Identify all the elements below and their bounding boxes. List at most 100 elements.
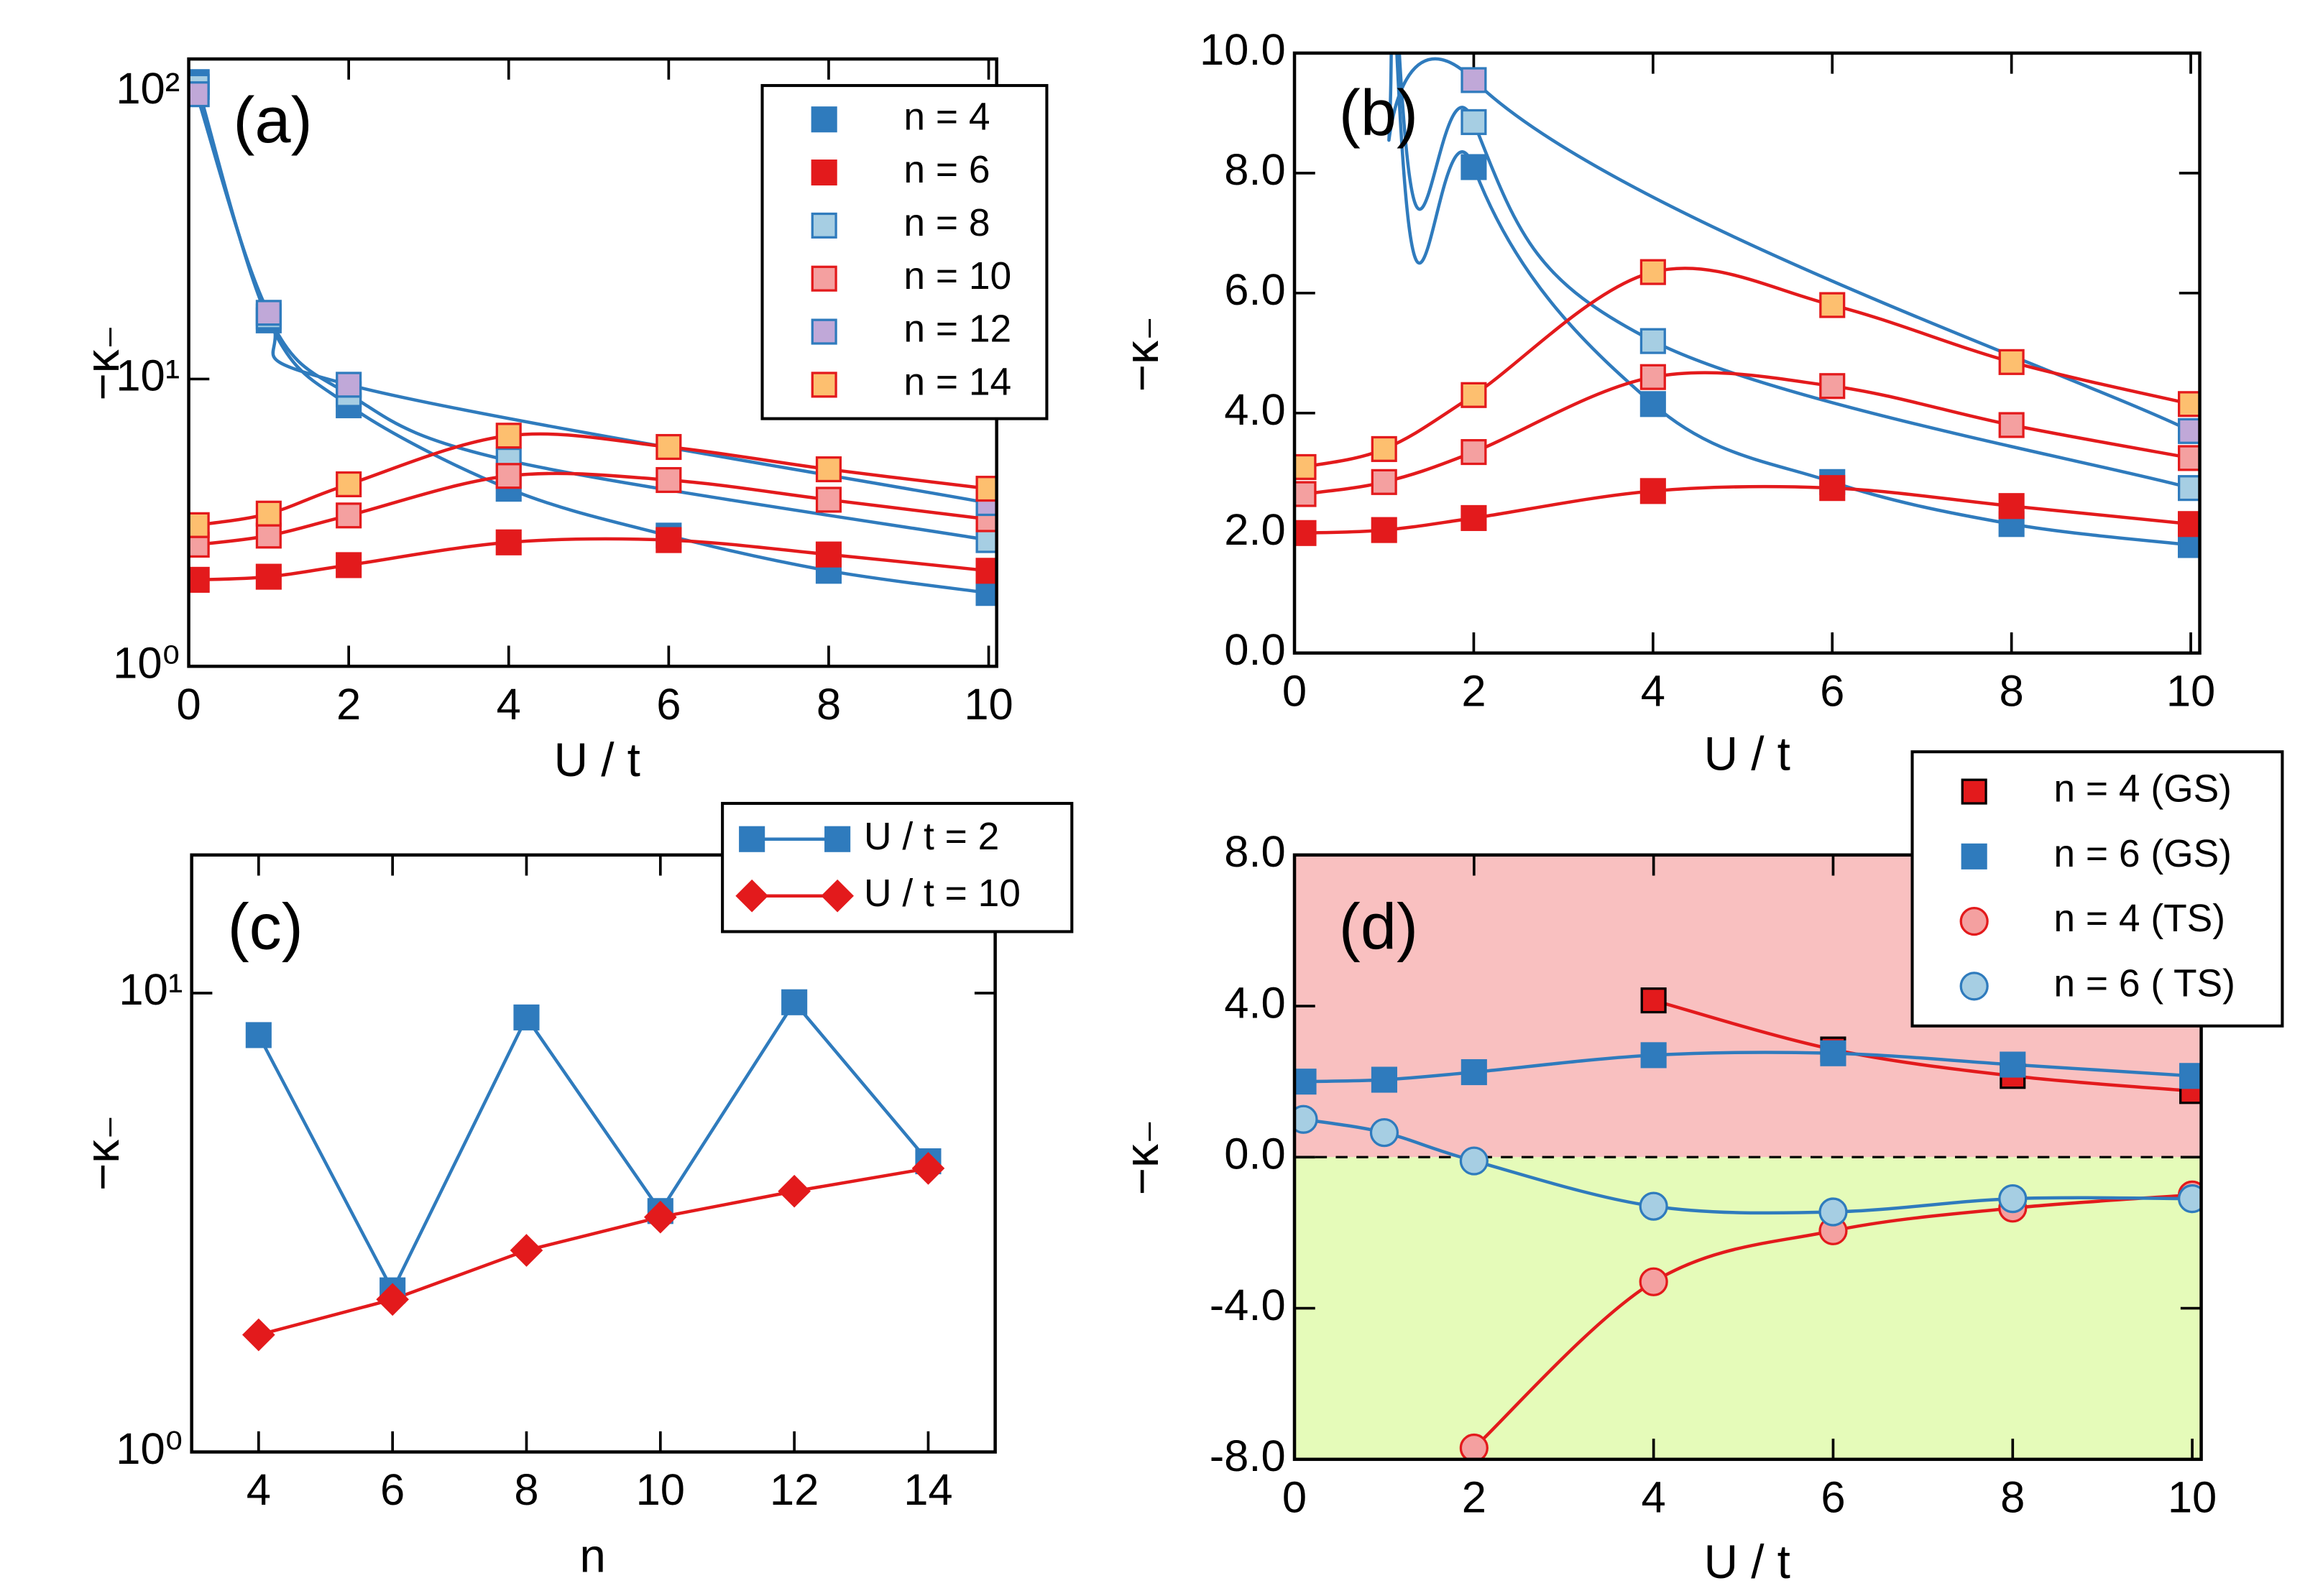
x-tick-label: 12: [770, 1465, 819, 1515]
marker: [821, 879, 854, 913]
marker: [242, 1318, 275, 1352]
marker: [1459, 1433, 1489, 1459]
y-tick-label: 10⁰: [113, 638, 180, 688]
series-line: [1397, 52, 2191, 490]
y-tick-label: 10¹: [119, 965, 183, 1015]
marker: [975, 476, 997, 502]
marker: [2177, 445, 2200, 471]
marker: [188, 512, 210, 538]
x-tick-label: 6: [656, 680, 681, 729]
legend-label: n = 12: [903, 308, 1011, 351]
marker: [1371, 469, 1397, 495]
panel: 0 2 4 6 8 10 0.0 2.0 4.0 6.0 8.0 10.0 (b) U / t −κ₋: [1116, 25, 2215, 780]
x-tick-label: 2: [1461, 666, 1486, 716]
marker: [739, 826, 765, 852]
marker: [824, 826, 851, 852]
marker: [495, 463, 522, 489]
x-tick-label: 4: [497, 680, 521, 729]
panel: 0 2 4 6 8 10 -8.0 -4.0 0.0 4.0 8.0 (d) U / t −κ₋ n = 4…: [1116, 750, 2284, 1588]
marker: [1460, 382, 1487, 408]
legend-label: U / t = 2: [864, 816, 999, 858]
marker: [1640, 1042, 1667, 1069]
y-tick-label: 8.0: [1224, 827, 1286, 877]
y-axis-title: −κ₋: [1116, 315, 1168, 392]
x-tick-label: 14: [903, 1465, 952, 1515]
series-line: [1653, 998, 2193, 1093]
y-tick-label: 4.0: [1224, 978, 1286, 1028]
marker: [1639, 364, 1666, 390]
x-axis-title: U / t: [1704, 1536, 1790, 1588]
marker: [1819, 475, 1846, 502]
marker: [1460, 109, 1487, 135]
panel: 4 6 8 10 12 14 10⁰ 10¹ (c) n −κ₋ U / t = 2 U / t = 1…: [76, 801, 1074, 1582]
marker: [2177, 511, 2200, 538]
marker: [1294, 481, 1317, 507]
marker: [815, 486, 842, 513]
marker: [513, 1004, 540, 1030]
y-tick-label: -4.0: [1210, 1281, 1286, 1330]
x-tick-label: 8: [2000, 1472, 2025, 1522]
marker: [811, 372, 837, 398]
legend: U / t = 2 U / t = 10: [721, 801, 1074, 933]
x-tick-label: 4: [247, 1465, 271, 1515]
marker: [2177, 475, 2200, 502]
x-tick-label: 10: [636, 1465, 685, 1515]
marker: [656, 433, 682, 461]
marker: [1294, 453, 1317, 480]
marker: [376, 1283, 409, 1316]
marker: [336, 502, 362, 529]
y-tick-label: 0.0: [1224, 625, 1286, 675]
marker: [1371, 1066, 1397, 1093]
panel-label: (a): [233, 84, 312, 157]
marker: [336, 552, 362, 578]
x-tick-label: 4: [1642, 1472, 1666, 1522]
plot-area: [191, 854, 995, 1452]
marker: [336, 372, 362, 398]
marker: [2179, 1063, 2202, 1089]
y-tick-label: 10⁰: [116, 1424, 183, 1474]
series-group: [1294, 52, 2200, 558]
x-axis-title: n: [579, 1530, 606, 1582]
x-tick-label: 10: [2168, 1472, 2217, 1522]
y-tick-label: 2.0: [1224, 505, 1286, 555]
marker: [2000, 1051, 2026, 1078]
marker: [1998, 493, 2025, 520]
x-tick-label: 0: [1282, 1472, 1307, 1522]
marker: [255, 522, 282, 549]
x-tick-label: 8: [514, 1465, 538, 1515]
legend: n = 4 n = 6 n = 8 n = 10 n = 12 n = 14: [760, 83, 1049, 420]
marker: [1640, 987, 1667, 1014]
marker: [255, 500, 282, 527]
marker: [811, 212, 837, 239]
marker: [1369, 1118, 1399, 1148]
marker: [495, 529, 522, 555]
panel-label: (c): [228, 890, 303, 963]
marker: [1294, 1104, 1318, 1134]
marker: [495, 423, 522, 449]
x-tick-label: 8: [2000, 666, 2024, 716]
plot-frame: [190, 853, 997, 1454]
plot-frame: [1292, 853, 2203, 1462]
marker: [1998, 412, 2025, 438]
marker: [656, 527, 682, 553]
marker: [811, 265, 837, 292]
legend-label: U / t = 10: [864, 872, 1021, 915]
x-tick-label: 10: [964, 680, 1013, 729]
marker: [781, 989, 808, 1015]
legend: n = 4 (GS) n = 6 (GS) n = 4 (TS) n = 6 ( TS…: [1910, 750, 2284, 1028]
marker: [1371, 435, 1397, 462]
marker: [1639, 259, 1666, 285]
marker: [656, 466, 682, 494]
marker: [1371, 517, 1397, 543]
x-axis-title: U / t: [1704, 728, 1790, 780]
panel-label: (d): [1339, 890, 1418, 963]
marker: [1819, 292, 1846, 318]
marker: [2177, 391, 2200, 418]
marker: [811, 318, 837, 345]
x-tick-label: 6: [1821, 1472, 1845, 1522]
x-tick-label: 10: [2166, 666, 2215, 716]
legend-label: n = 10: [903, 255, 1011, 297]
y-tick-label: 0.0: [1224, 1130, 1286, 1179]
marker: [815, 541, 842, 568]
marker: [811, 106, 837, 133]
